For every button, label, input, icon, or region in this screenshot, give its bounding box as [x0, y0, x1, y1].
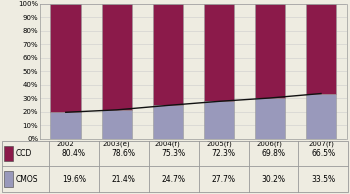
Bar: [255, 4, 285, 98]
Text: 27.7%: 27.7%: [211, 175, 236, 184]
Text: 72.3%: 72.3%: [211, 149, 236, 158]
Text: CCD: CCD: [16, 149, 32, 158]
Text: CMOS: CMOS: [16, 175, 38, 184]
Bar: [4, 146, 13, 161]
Bar: [50, 112, 81, 139]
Bar: [4, 171, 13, 187]
Bar: [50, 4, 81, 112]
Bar: [306, 94, 336, 139]
Text: 33.5%: 33.5%: [311, 175, 335, 184]
Text: 75.3%: 75.3%: [162, 149, 186, 158]
Text: 78.6%: 78.6%: [112, 149, 136, 158]
Bar: [102, 4, 132, 110]
Bar: [204, 4, 234, 101]
Text: 21.4%: 21.4%: [112, 175, 136, 184]
Bar: [153, 105, 183, 139]
Bar: [153, 4, 183, 105]
Bar: [102, 110, 132, 139]
Bar: [255, 98, 285, 139]
Text: 30.2%: 30.2%: [261, 175, 286, 184]
Text: 69.8%: 69.8%: [261, 149, 286, 158]
Text: 80.4%: 80.4%: [62, 149, 86, 158]
Bar: [204, 101, 234, 139]
Text: 66.5%: 66.5%: [311, 149, 335, 158]
Text: 24.7%: 24.7%: [162, 175, 186, 184]
Text: 19.6%: 19.6%: [62, 175, 86, 184]
Bar: [306, 4, 336, 94]
